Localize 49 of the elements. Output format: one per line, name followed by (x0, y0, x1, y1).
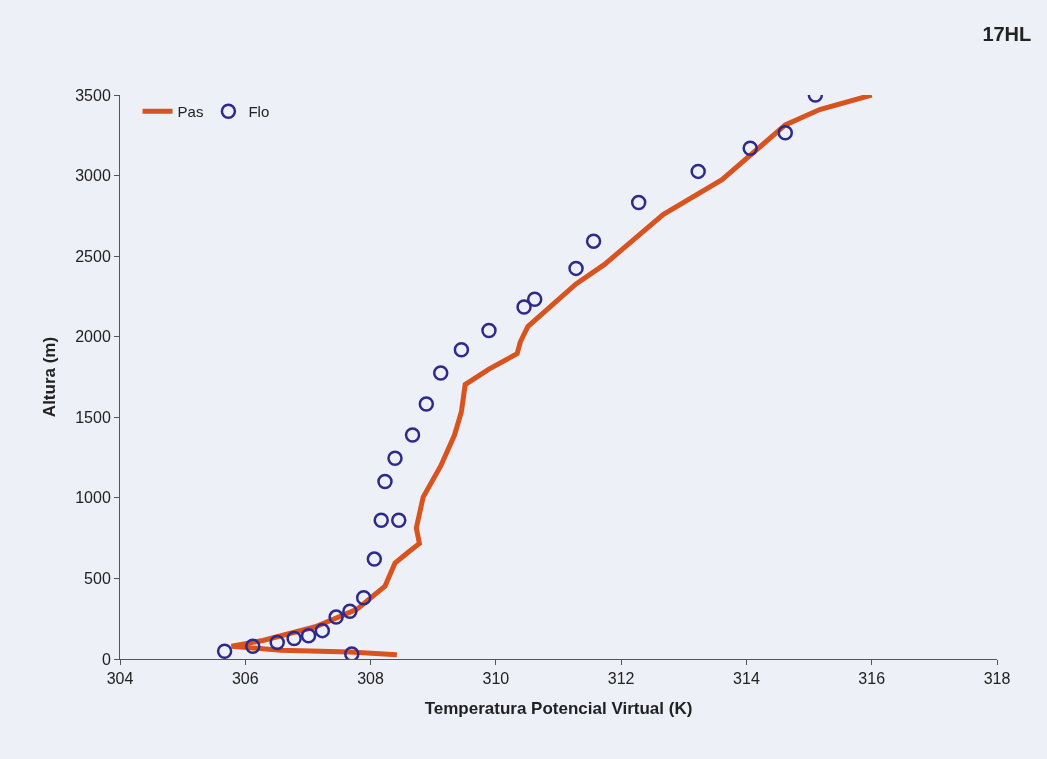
x-axis-title: Temperatura Potencial Virtual (K) (424, 698, 693, 718)
point (526, 291, 543, 307)
point (377, 473, 393, 490)
x-tick-label: 306 (231, 670, 259, 688)
x-tick-label: 312 (607, 670, 635, 688)
point (585, 233, 602, 249)
y-tick-label: 1000 (75, 489, 111, 507)
point (690, 163, 706, 180)
point (418, 396, 435, 412)
x-tick-label: 304 (106, 670, 134, 688)
x-tick-label: 308 (357, 670, 385, 688)
y-tick-label: 2000 (75, 328, 111, 346)
point (314, 622, 331, 639)
y-axis-title: Altura (m) (39, 336, 59, 418)
point (453, 342, 470, 358)
point (216, 643, 233, 659)
point (481, 322, 497, 339)
legend-label: Flo (248, 103, 270, 121)
x-tick-label: 310 (482, 670, 510, 688)
point (300, 628, 317, 644)
chart-title: 17HL (982, 22, 1032, 45)
point (373, 512, 389, 528)
y-tick-label: 2500 (75, 247, 111, 265)
point (355, 590, 372, 606)
point (366, 551, 383, 567)
point (342, 603, 358, 620)
point (387, 450, 403, 466)
point (269, 634, 285, 651)
point (630, 194, 647, 211)
y-tick-label: 500 (84, 570, 111, 588)
point (404, 427, 421, 443)
legend-label: Pas (177, 103, 204, 121)
point (286, 630, 302, 647)
point (568, 260, 584, 277)
point (777, 124, 794, 141)
x-tick-label: 314 (733, 670, 760, 688)
point (742, 140, 758, 156)
y-tick-label: 1500 (75, 408, 111, 426)
x-tick-label: 316 (858, 670, 886, 688)
point (516, 299, 532, 315)
x-tick-label: 318 (983, 670, 1011, 688)
y-tick-label: 3000 (75, 167, 111, 185)
point (432, 365, 449, 381)
y-tick-label: 0 (101, 650, 111, 668)
point (344, 646, 360, 659)
point (328, 609, 344, 625)
point (245, 638, 261, 655)
y-tick-label: 3500 (75, 86, 111, 104)
point (391, 512, 407, 528)
